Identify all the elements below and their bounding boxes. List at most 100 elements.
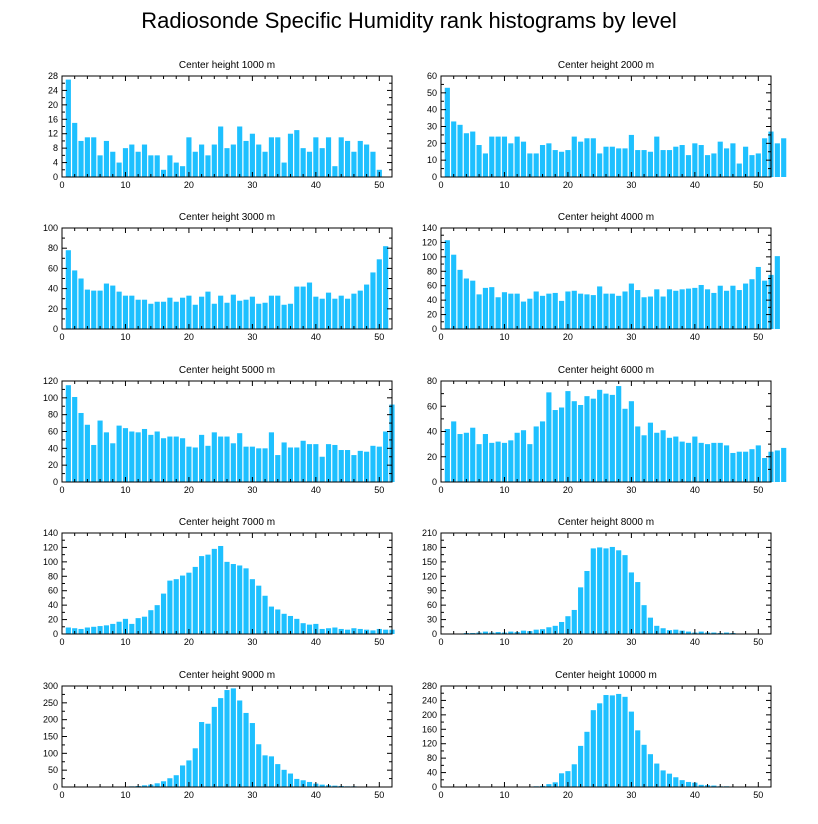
y-tick-label: 90 <box>427 586 437 596</box>
histogram-bar <box>262 151 268 177</box>
histogram-bar <box>357 450 363 482</box>
histogram-bar <box>103 140 109 177</box>
histogram-bar <box>237 126 243 177</box>
histogram-bar <box>357 140 363 177</box>
histogram-bar <box>110 443 116 482</box>
x-tick-label: 0 <box>438 332 443 342</box>
panel-title: Center height 9000 m <box>179 670 275 681</box>
histogram-bar <box>571 764 577 787</box>
histogram-bar <box>370 630 376 634</box>
histogram-bar <box>224 148 230 177</box>
histogram-bar <box>135 151 141 177</box>
histogram-bar <box>584 731 590 787</box>
y-tick-label: 160 <box>422 724 437 734</box>
histogram-bar <box>711 153 717 177</box>
histogram-bar <box>180 575 186 634</box>
histogram-panel-8: Center height 8000 m 0 10 20 30 40 50 0 30 60 90 12… <box>422 517 772 647</box>
histogram-bar <box>243 140 249 177</box>
histogram-bar <box>256 744 262 787</box>
histogram-bar <box>199 556 205 634</box>
histogram-bar <box>609 293 615 329</box>
histogram-bar <box>72 122 78 177</box>
y-tick-label: 100 <box>422 252 437 262</box>
histogram-bar <box>508 143 514 177</box>
histogram-bar <box>704 289 711 329</box>
y-tick-label: 80 <box>48 243 58 253</box>
histogram-bar <box>616 550 622 634</box>
y-tick-label: 120 <box>422 571 437 581</box>
histogram-bar <box>508 293 514 329</box>
histogram-bar <box>351 151 357 177</box>
x-tick-label: 10 <box>120 637 130 647</box>
histogram-bar <box>116 162 122 177</box>
histogram-bar <box>616 148 622 177</box>
y-tick-label: 40 <box>427 295 437 305</box>
x-tick-label: 30 <box>626 332 636 342</box>
histogram-bar <box>539 421 546 482</box>
histogram-bar <box>135 299 141 329</box>
y-tick-label: 120 <box>43 542 58 552</box>
histogram-bar <box>294 618 300 634</box>
histogram-bar <box>666 773 673 787</box>
histogram-panel-1: Center height 1000 m 0 10 20 30 40 50 0 4 8 12 16 20… <box>48 60 393 190</box>
histogram-bar <box>559 773 565 787</box>
histogram-bar <box>97 626 103 634</box>
y-tick-label: 0 <box>53 477 58 487</box>
histogram-bar <box>482 153 488 177</box>
x-tick-label: 30 <box>247 485 257 495</box>
histogram-bar <box>167 436 173 482</box>
histogram-bar <box>141 144 148 177</box>
histogram-bar <box>332 444 338 482</box>
histogram-bar <box>736 290 742 329</box>
histogram-bar <box>603 293 609 329</box>
histogram-bar <box>224 436 230 482</box>
x-tick-label: 30 <box>626 180 636 190</box>
histogram-bar <box>122 618 129 634</box>
histogram-bar <box>743 283 749 329</box>
histogram-bar <box>91 137 97 177</box>
histogram-bar <box>319 628 325 634</box>
histogram-bar <box>463 432 469 482</box>
histogram-bar <box>660 150 666 177</box>
y-tick-label: 24 <box>48 85 58 95</box>
histogram-bar <box>622 408 628 482</box>
histogram-bar <box>616 295 622 329</box>
histogram-bar <box>520 141 527 177</box>
histogram-bar <box>666 150 673 177</box>
histogram-bar <box>552 292 558 329</box>
histogram-bar <box>654 432 660 482</box>
histogram-bar <box>749 155 755 177</box>
y-tick-label: 20 <box>427 138 437 148</box>
panel-title: Center height 4000 m <box>558 212 654 223</box>
y-tick-label: 240 <box>422 695 437 705</box>
histogram-bar <box>609 146 615 177</box>
x-tick-label: 20 <box>563 790 573 800</box>
histogram-bar <box>148 434 154 482</box>
histogram-panel-10: Center height 10000 m 0 10 20 30 40 50 0 40 80 120… <box>422 670 772 800</box>
histogram-bar <box>559 407 565 482</box>
x-tick-label: 40 <box>690 790 700 800</box>
histogram-bar <box>711 632 717 634</box>
panel-title: Center height 6000 m <box>558 365 654 376</box>
histogram-bar <box>325 292 332 329</box>
histogram-bar <box>514 293 520 329</box>
histogram-bar <box>622 148 628 177</box>
histogram-bar <box>370 445 376 482</box>
histogram-bar <box>470 131 476 177</box>
histogram-bar <box>489 136 495 177</box>
histogram-bar <box>489 442 495 482</box>
y-tick-label: 0 <box>432 324 437 334</box>
y-tick-label: 60 <box>48 586 58 596</box>
y-tick-label: 40 <box>48 284 58 294</box>
histogram-bar <box>476 145 482 177</box>
x-tick-label: 40 <box>690 180 700 190</box>
x-tick-label: 30 <box>626 485 636 495</box>
histogram-bar <box>533 153 539 177</box>
histogram-bar <box>370 151 376 177</box>
histogram-bar <box>597 153 603 177</box>
histogram-bar <box>91 444 97 482</box>
histogram-bar <box>78 628 84 634</box>
histogram-bar <box>609 394 615 482</box>
histogram-bar <box>578 587 584 634</box>
